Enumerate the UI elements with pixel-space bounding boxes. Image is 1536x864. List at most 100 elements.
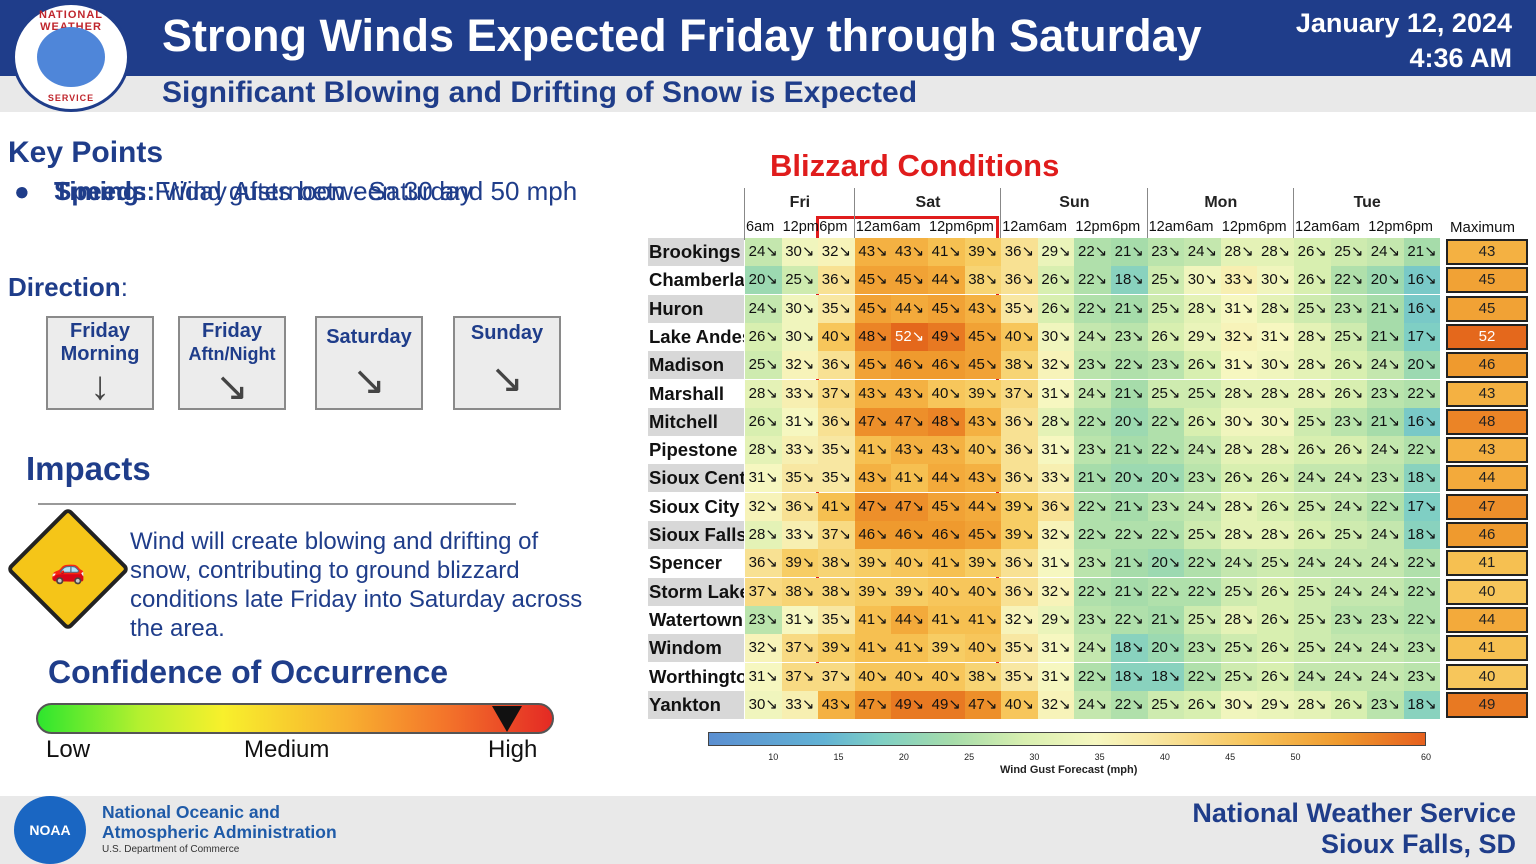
- heatmap-cell: 26↘: [1294, 266, 1331, 295]
- heatmap-cell: 31↘: [1037, 634, 1075, 663]
- heatmap-cell: 45↘: [964, 322, 1002, 351]
- heatmap-cell: 25↘: [1220, 634, 1258, 663]
- heatmap-cell: 18↘: [1147, 662, 1185, 691]
- heatmap-cell: 23↘: [1111, 322, 1148, 351]
- heatmap-cell: 32↘: [1220, 322, 1258, 351]
- location-label: Yankton: [648, 690, 744, 719]
- heatmap-cell: 25↘: [1184, 605, 1221, 634]
- heatmap-cell: 36↘: [1001, 238, 1038, 266]
- maximum-cell: 44: [1446, 606, 1528, 633]
- time-header: 6am: [746, 219, 775, 235]
- heatmap-cell: 22↘: [1147, 407, 1185, 436]
- heatmap-cell: 26↘: [1330, 379, 1368, 408]
- heatmap-cell: 48↘: [928, 407, 965, 436]
- maximum-cell: 43: [1446, 437, 1528, 464]
- heatmap-cell: 43↘: [891, 238, 928, 266]
- heatmap-cell: 28↘: [1220, 238, 1258, 266]
- heatmap-cell: 38↘: [1001, 351, 1038, 380]
- heatmap-cell: 20↘: [1111, 407, 1148, 436]
- colorbar-tick-label: 45: [1225, 752, 1236, 762]
- heatmap-cell: 16↘: [1403, 266, 1441, 295]
- heatmap-cell: 23↘: [745, 605, 782, 634]
- heatmap-cell: 38↘: [818, 577, 855, 606]
- heatmap-cell: 22↘: [1074, 577, 1111, 606]
- issue-datetime: January 12, 2024 4:36 AM: [1296, 6, 1512, 76]
- heatmap-cell: 40↘: [964, 577, 1002, 606]
- day-header: Tue: [1353, 194, 1381, 211]
- heatmap-cell: 43↘: [854, 379, 892, 408]
- direction-label: Sunday: [470, 322, 544, 344]
- heatmap-cell: 26↘: [1330, 351, 1368, 380]
- heatmap-cell: 28↘: [1294, 690, 1331, 719]
- heatmap-cell: 36↘: [1001, 549, 1038, 578]
- noaa-name: National Oceanic and Atmospheric Adminis…: [102, 802, 337, 842]
- noaa-dept: U.S. Department of Commerce: [102, 844, 240, 855]
- nws-line2: Sioux Falls, SD: [1320, 829, 1516, 859]
- heatmap-cell: 35↘: [1001, 662, 1038, 691]
- maximum-cell: 48: [1446, 408, 1528, 435]
- heatmap-cell: 24↘: [1367, 238, 1404, 266]
- noaa-line1: National Oceanic and: [102, 802, 280, 822]
- heatmap-cell: 41↘: [891, 464, 928, 493]
- time-header: 12am: [1295, 219, 1332, 235]
- nws-line1: National Weather Service: [1192, 798, 1516, 828]
- heatmap-cell: 22↘: [1184, 577, 1221, 606]
- heatmap-cell: 23↘: [1074, 605, 1111, 634]
- heatmap-cell: 23↘: [1367, 605, 1404, 634]
- heatmap-cell: 25↘: [781, 266, 819, 295]
- time-header: 6am: [1185, 219, 1214, 235]
- heatmap-cell: 23↘: [1074, 549, 1111, 578]
- confidence-bar: [36, 703, 554, 734]
- heatmap-cell: 26↘: [1257, 577, 1294, 606]
- arrow-down-right-icon: ↘: [215, 365, 249, 409]
- heatmap-cell: 22↘: [1147, 436, 1185, 465]
- heatmap-cell: 24↘: [1294, 662, 1331, 691]
- heatmap-cell: 25↘: [1294, 605, 1331, 634]
- heatmap-cell: 40↘: [854, 662, 892, 691]
- heatmap-cell: 25↘: [1220, 577, 1258, 606]
- heatmap-cell: 25↘: [1294, 634, 1331, 663]
- heatmap-cell: 21↘: [1111, 577, 1148, 606]
- heatmap-cell: 40↘: [818, 322, 855, 351]
- heatmap-cell: 45↘: [928, 492, 965, 521]
- location-label: Worthington: [648, 662, 744, 691]
- heatmap-cell: 28↘: [745, 379, 782, 408]
- heatmap-cell: 45↘: [854, 351, 892, 380]
- heatmap-cell: 25↘: [1147, 266, 1185, 295]
- location-label: Watertown: [648, 605, 744, 634]
- heatmap-cell: 21↘: [1403, 238, 1441, 266]
- heatmap-cell: 22↘: [1074, 266, 1111, 295]
- heatmap-cell: 23↘: [1074, 436, 1111, 465]
- day-header: Mon: [1204, 194, 1238, 211]
- heatmap-cell: 22↘: [1111, 690, 1148, 719]
- heatmap-cell: 16↘: [1403, 407, 1441, 436]
- heatmap-cell: 36↘: [745, 549, 782, 578]
- maximum-cell: 40: [1446, 578, 1528, 605]
- heatmap-cell: 49↘: [891, 690, 928, 719]
- heatmap-cell: 18↘: [1403, 521, 1441, 549]
- heatmap-cell: 21↘: [1111, 436, 1148, 465]
- maximum-cell: 46: [1446, 352, 1528, 379]
- maximum-cell: 44: [1446, 465, 1528, 492]
- heatmap-cell: 43↘: [964, 464, 1002, 493]
- heatmap-cell: 26↘: [1257, 662, 1294, 691]
- heatmap-cell: 28↘: [1220, 605, 1258, 634]
- location-label: Lake Andes: [648, 322, 744, 351]
- heatmap-cell: 37↘: [781, 662, 819, 691]
- heatmap-cell: 22↘: [1074, 492, 1111, 521]
- heatmap-cell: 24↘: [1330, 492, 1368, 521]
- colorbar-tick-label: 10: [768, 752, 779, 762]
- colorbar-tick-label: 50: [1290, 752, 1301, 762]
- heatmap-cell: 37↘: [745, 577, 782, 606]
- maximum-cell: 41: [1446, 550, 1528, 577]
- heatmap-cell: 25↘: [1330, 322, 1368, 351]
- maximum-header: Maximum: [1450, 219, 1516, 236]
- heatmap-cell: 41↘: [854, 634, 892, 663]
- heatmap-cell: 44↘: [891, 605, 928, 634]
- heatmap-cell: 25↘: [1294, 407, 1331, 436]
- heatmap-cell: 26↘: [745, 322, 782, 351]
- heatmap-cell: 21↘: [1367, 407, 1404, 436]
- heatmap-cell: 17↘: [1403, 322, 1441, 351]
- heatmap-cell: 29↘: [1257, 690, 1294, 719]
- time-header: 6pm: [965, 219, 994, 235]
